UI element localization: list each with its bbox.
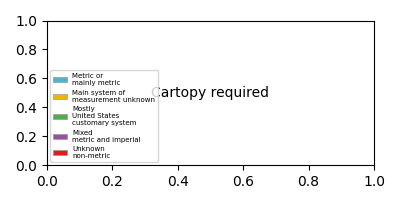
Text: Cartopy required: Cartopy required	[151, 86, 269, 100]
Legend: Metric or
mainly metric, Main system of
measurement unknown, Mostly
United State: Metric or mainly metric, Main system of …	[50, 70, 158, 162]
